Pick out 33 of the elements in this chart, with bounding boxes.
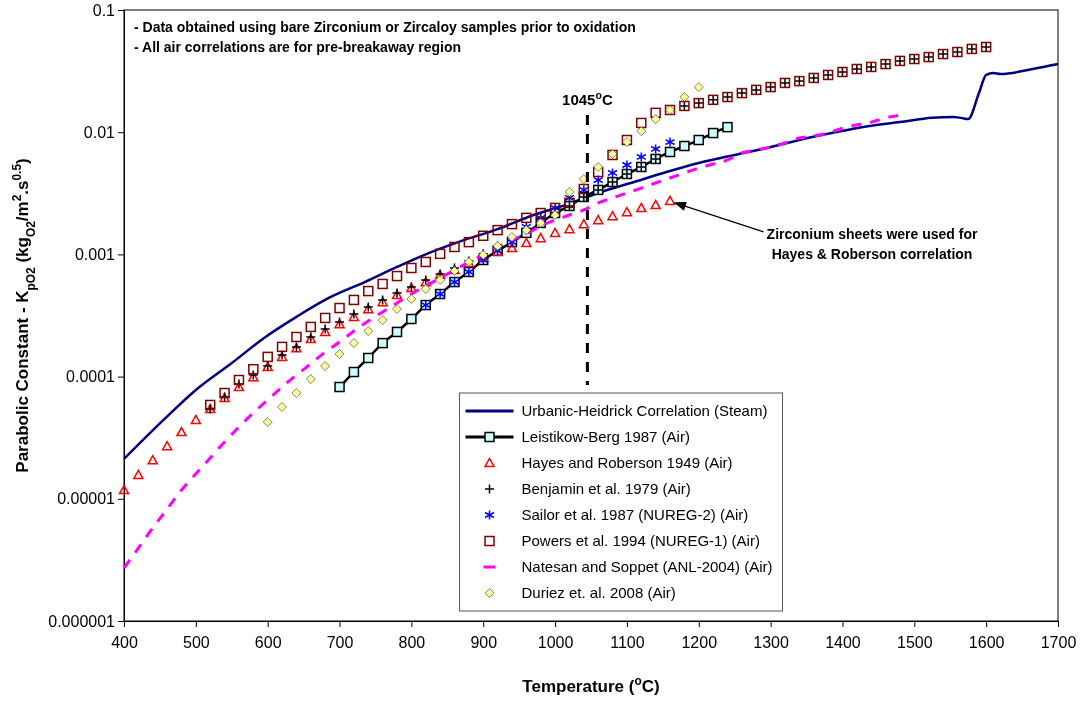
legend-label: Hayes and Roberson 1949 (Air) xyxy=(521,454,733,472)
ref-line-label: 1045$^{o}$C xyxy=(562,89,613,108)
x-tick-label: 1300 xyxy=(753,633,790,651)
legend-label: Natesan and Soppet (ANL-2004) (Air) xyxy=(521,558,773,576)
y-tick-label: 0.1 xyxy=(92,1,116,19)
x-tick-label: 1600 xyxy=(968,633,1005,651)
x-tick-label: 1100 xyxy=(610,633,645,651)
x-tick-label: 1000 xyxy=(537,633,574,651)
y-tick-label: 0.00001 xyxy=(57,490,116,508)
legend-label: Leistikow-Berg 1987 (Air) xyxy=(521,428,690,446)
y-tick-label: 0.01 xyxy=(83,123,116,141)
x-tick-label: 900 xyxy=(470,633,498,651)
x-tick-label: 600 xyxy=(254,633,282,651)
annotation: - Data obtained using bare Zirconium or Zircaloy samples prior to oxidation xyxy=(134,19,636,35)
legend-label: Benjamin et al. 1979 (Air) xyxy=(521,480,691,498)
x-axis-title: Temperature ($^{o}$C) xyxy=(522,674,660,696)
x-tick-label: 1200 xyxy=(681,633,718,651)
x-tick-label: 1400 xyxy=(825,633,861,651)
x-tick-label: 1700 xyxy=(1040,633,1077,651)
legend-label: Powers et al. 1994 (NUREG-1) (Air) xyxy=(521,532,760,550)
legend-label: Urbanic-Heidrick Correlation (Steam) xyxy=(521,402,768,420)
y-tick-label: 0.0001 xyxy=(66,368,116,386)
y-tick-label: 0.001 xyxy=(74,246,116,264)
y-tick-label: 0.000001 xyxy=(48,612,116,630)
x-tick-label: 500 xyxy=(182,633,210,651)
x-tick-label: 700 xyxy=(326,633,354,651)
legend-label: Sailor et al. 1987 (NUREG-2) (Air) xyxy=(521,506,749,524)
x-tick-label: 800 xyxy=(398,633,426,651)
annotation: Zirconium sheets were used for Hayes & Roberson correlation xyxy=(766,225,978,262)
legend-label: Duriez et. al. 2008 (Air) xyxy=(521,584,676,602)
annotation: - All air correlations are for pre-breakaway region xyxy=(134,39,462,55)
x-tick-label: 400 xyxy=(111,633,138,651)
x-tick-label: 1500 xyxy=(897,633,933,651)
